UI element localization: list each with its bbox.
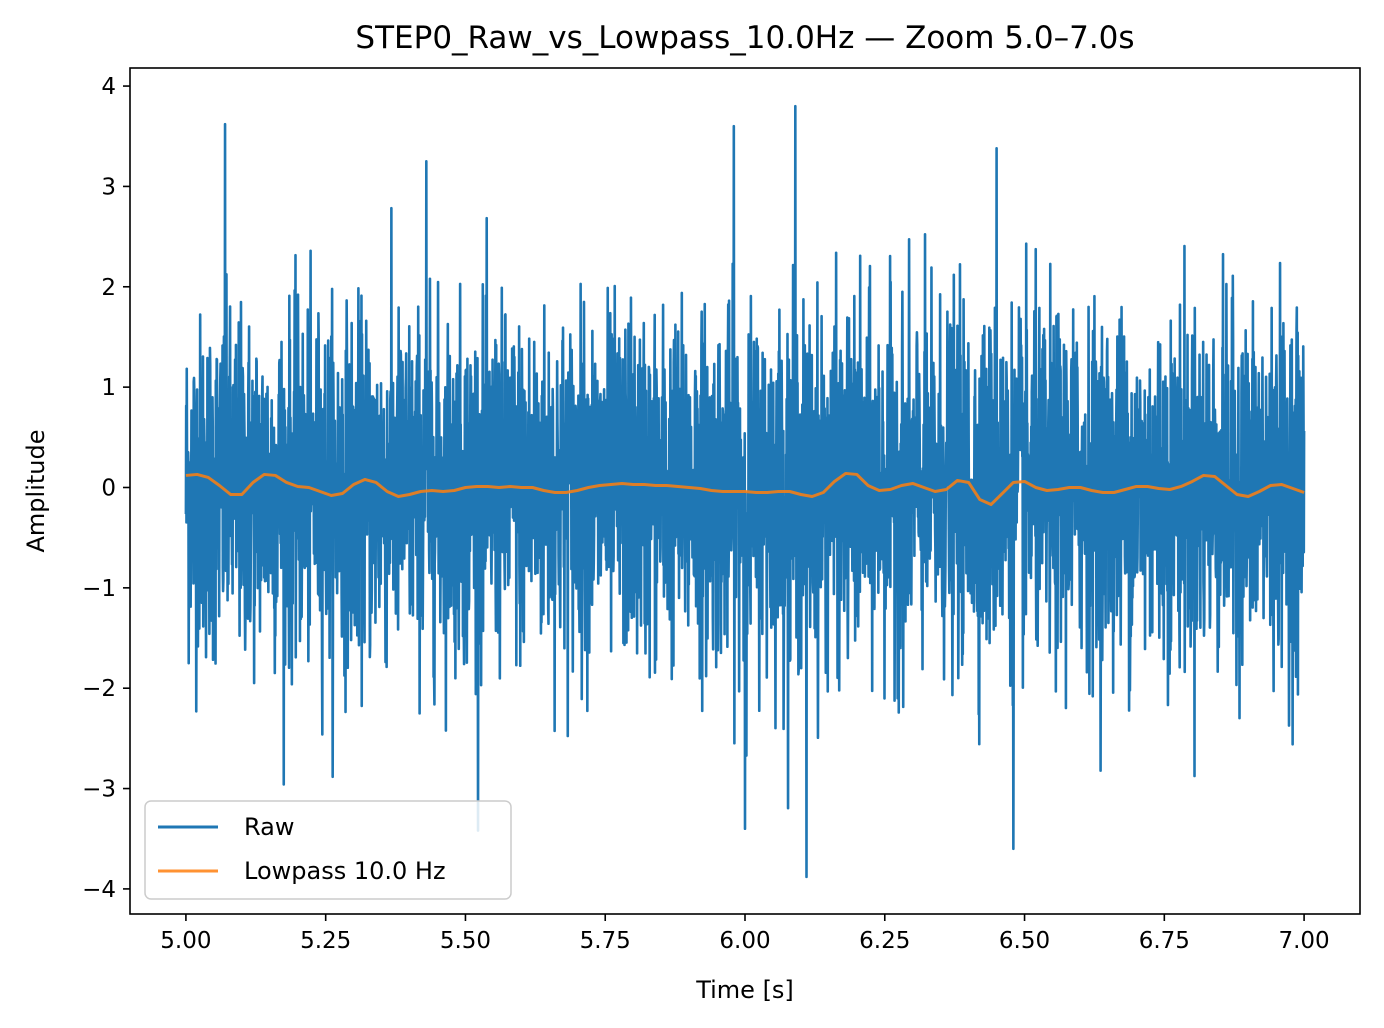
y-tick-label: −1 [82, 576, 116, 602]
x-tick-label: 6.25 [859, 928, 910, 954]
legend-lowpass-label: Lowpass 10.0 Hz [244, 857, 446, 885]
y-tick-label: 1 [101, 375, 116, 401]
x-tick-label: 5.50 [440, 928, 491, 954]
y-tick-label: 0 [101, 475, 116, 501]
y-tick-label: −4 [82, 877, 116, 903]
y-tick-label: −2 [82, 676, 116, 702]
lowpass-line [185, 471, 1305, 507]
y-tick-label: 3 [101, 174, 116, 200]
y-tick-label: 2 [101, 275, 116, 301]
x-tick-label: 5.00 [160, 928, 211, 954]
x-tick-label: 6.50 [999, 928, 1050, 954]
x-axis-label: Time [s] [695, 976, 794, 1004]
y-axis: −4 −3 −2 −1 0 1 2 3 4 [82, 74, 130, 903]
legend-box [144, 800, 512, 900]
x-tick-label: 7.00 [1278, 928, 1329, 954]
legend-raw-label: Raw [244, 813, 294, 841]
x-tick-label: 6.75 [1139, 928, 1190, 954]
x-tick-label: 6.00 [719, 928, 770, 954]
y-axis-label: Amplitude [22, 430, 50, 553]
y-tick-label: 4 [101, 74, 116, 100]
x-axis: 5.00 5.25 5.50 5.75 6.00 6.25 6.50 6.75 7.00 [160, 914, 1330, 954]
x-tick-label: 5.75 [580, 928, 631, 954]
legend: Raw Lowpass 10.0 Hz [144, 800, 512, 900]
y-tick-label: −3 [82, 777, 116, 803]
lowpass-series [185, 471, 1305, 507]
x-tick-label: 5.25 [300, 928, 351, 954]
chart-title: STEP0_Raw_vs_Lowpass_10.0Hz — Zoom 5.0–7… [355, 20, 1134, 56]
